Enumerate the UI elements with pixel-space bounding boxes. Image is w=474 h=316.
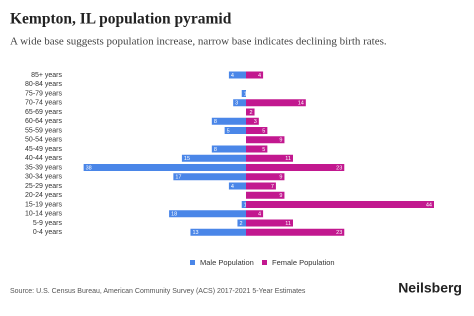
brand-logo: Neilsberg [398, 280, 462, 296]
bar [246, 164, 345, 171]
value-label: 8 [214, 119, 217, 125]
value-label: 7 [271, 184, 274, 190]
legend-label: Male Population [200, 258, 254, 267]
value-label: 17 [175, 175, 181, 181]
bar [246, 117, 259, 125]
legend-swatch [190, 260, 195, 265]
bar [237, 219, 246, 227]
bar [228, 71, 246, 79]
y-tick-label: 0-4 years [33, 229, 63, 236]
y-tick-label: 80-84 years [25, 81, 62, 88]
y-tick-label: 45-49 years [25, 146, 62, 153]
value-label: 4 [258, 212, 261, 218]
value-label: 14 [298, 101, 304, 107]
value-label: 2 [239, 221, 242, 227]
bar [181, 154, 246, 162]
y-tick-label: 85+ years [31, 72, 62, 79]
value-label: 4 [231, 73, 234, 79]
y-tick-label: 65-69 years [25, 109, 62, 116]
value-label: 23 [336, 230, 342, 236]
y-tick-label: 15-19 years [25, 201, 62, 208]
bar [246, 228, 345, 236]
value-label: 1 [244, 91, 247, 97]
bar [211, 117, 246, 125]
bar [190, 228, 246, 236]
y-tick-label: 35-39 years [25, 164, 62, 171]
value-label: 3 [254, 119, 257, 125]
value-label: 13 [192, 230, 198, 236]
value-label: 11 [285, 156, 291, 162]
bar [246, 145, 268, 153]
chart-title: Kempton, IL population pyramid [10, 11, 232, 28]
y-tick-label: 20-24 years [25, 192, 62, 199]
chart-subtitle: A wide base suggests population increase… [10, 36, 387, 48]
value-label: 4 [258, 73, 261, 79]
bar [173, 173, 246, 181]
bar [246, 127, 268, 134]
y-tick-label: 75-79 years [25, 90, 62, 97]
bar [246, 108, 255, 116]
y-tick-label: 25-29 years [25, 183, 62, 190]
bar [246, 182, 276, 190]
y-tick-label: 70-74 years [25, 100, 62, 107]
value-label: 23 [336, 165, 342, 171]
value-label: 5 [262, 147, 265, 153]
bar [228, 182, 246, 190]
value-label: 44 [426, 202, 432, 208]
bar [246, 99, 306, 107]
value-label: 9 [279, 193, 282, 199]
value-label: 5 [227, 128, 230, 134]
value-label: 5 [262, 128, 265, 134]
y-tick-label: 60-64 years [25, 118, 62, 125]
y-tick-label: 5-9 years [33, 220, 63, 227]
value-label: 8 [214, 147, 217, 153]
value-label: 1 [244, 202, 247, 208]
bar [169, 210, 246, 218]
y-tick-label: 40-44 years [25, 155, 62, 162]
bar [246, 191, 285, 199]
bar [246, 136, 285, 144]
bar [241, 90, 246, 97]
y-tick-label: 10-14 years [25, 211, 62, 218]
value-label: 11 [285, 221, 291, 227]
value-label: 4 [231, 184, 234, 190]
value-label: 9 [279, 175, 282, 181]
bar [246, 210, 264, 218]
bar [246, 71, 264, 79]
bar [246, 154, 293, 162]
y-tick-label: 30-34 years [25, 174, 62, 181]
bar [246, 173, 285, 181]
y-tick-label: 50-54 years [25, 137, 62, 144]
bar [246, 201, 434, 208]
bar [246, 219, 293, 227]
bar [233, 99, 246, 107]
bar [83, 164, 247, 171]
value-label: 15 [184, 156, 190, 162]
value-label: 2 [249, 110, 252, 116]
value-label: 3 [235, 101, 238, 107]
value-label: 18 [171, 212, 177, 218]
legend-label: Female Population [272, 258, 335, 267]
bar [241, 201, 246, 208]
source-note: Source: U.S. Census Bureau, American Com… [10, 288, 306, 295]
value-label: 38 [86, 165, 92, 171]
bar [224, 127, 246, 134]
value-label: 9 [279, 138, 282, 144]
legend-swatch [262, 260, 267, 265]
bar [211, 145, 246, 153]
y-tick-label: 55-59 years [25, 127, 62, 134]
